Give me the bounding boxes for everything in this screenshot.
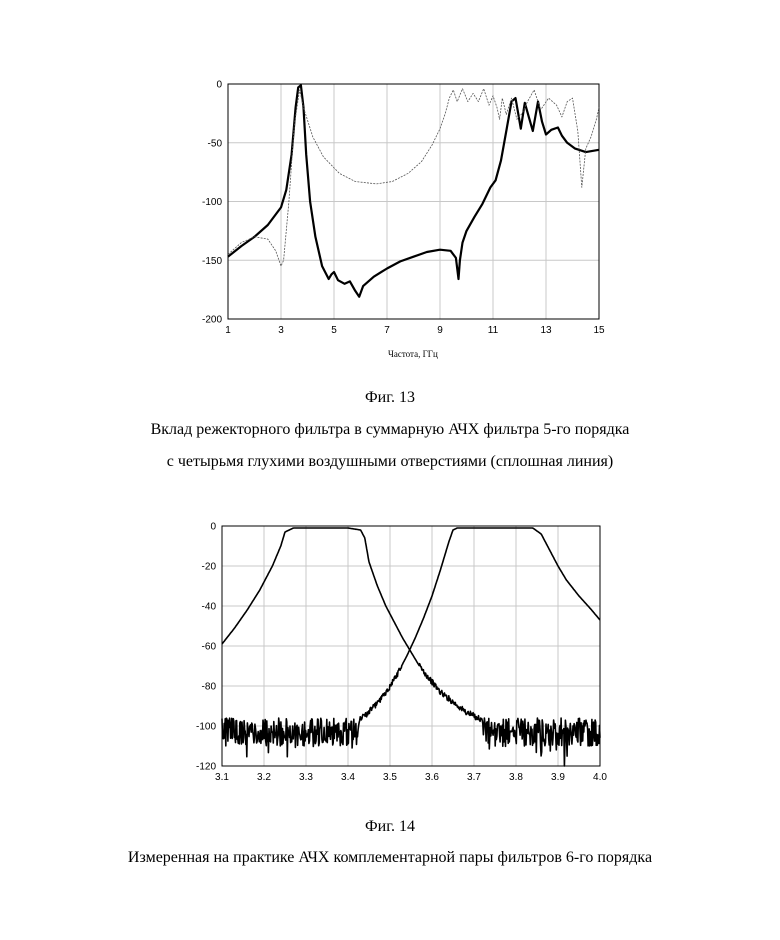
fig13-x-tick-label: 1 <box>225 325 231 336</box>
fig13-y-tick-label: -150 <box>202 256 222 267</box>
fig14-y-tick-label: 0 <box>210 522 216 533</box>
fig14-x-tick-label: 3.2 <box>257 772 271 783</box>
fig13-y-tick-label: -50 <box>208 138 223 149</box>
fig14-x-tick-label: 3.3 <box>299 772 313 783</box>
fig13-y-tick-label: 0 <box>216 80 222 91</box>
fig14-caption: Измеренная на практике АЧХ комплементарн… <box>0 848 780 868</box>
fig13-series <box>228 85 599 297</box>
fig13-x-tick-label: 15 <box>593 325 605 336</box>
fig14-x-tick-label: 3.8 <box>509 772 523 783</box>
fig13-x-tick-label: 7 <box>384 325 390 336</box>
fig14-y-tick-label: -20 <box>202 562 217 573</box>
fig14-y-tick-label: -40 <box>202 602 217 613</box>
fig13-y-ticks: 0 -50 -100 -150 -200 <box>202 80 222 326</box>
fig14-x-tick-label: 3.1 <box>215 772 229 783</box>
fig14-y-tick-label: -100 <box>196 722 216 733</box>
fig13-y-tick-label: -200 <box>202 315 222 326</box>
fig14-x-tick-label: 3.6 <box>425 772 439 783</box>
fig14-x-tick-label: 3.4 <box>341 772 355 783</box>
fig13-caption-line1: Вклад режекторного фильтра в суммарную А… <box>0 420 780 440</box>
fig13-chart: 0-50-100-150-200 13579111315 Частота, ГГ… <box>0 0 780 370</box>
fig14-x-ticks: 3.1 3.2 3.3 3.4 3.5 3.6 3.7 3.8 3.9 4.0 <box>215 772 607 783</box>
fig13-series-line-2 <box>228 89 599 266</box>
fig14-chart: 0 -20 -40 -60 -80 -100 -120 3.1 3.2 3.3 3.4 3.5 3.6… <box>0 500 780 800</box>
fig14-label: Фиг. 14 <box>0 817 780 837</box>
fig14-x-tick-label: 3.5 <box>383 772 397 783</box>
fig14-y-tick-label: -80 <box>202 682 217 693</box>
fig13-caption-line2: с четырьмя глухими воздушными отверстиям… <box>0 452 780 472</box>
fig13-x-ticks: 13579111315 <box>225 325 605 336</box>
fig13-x-axis-label: Частота, ГГц <box>388 349 438 359</box>
fig13-x-tick-label: 11 <box>488 325 499 336</box>
fig14-series <box>222 528 600 766</box>
fig14-x-tick-label: 4.0 <box>593 772 607 783</box>
fig13-x-tick-label: 3 <box>278 325 284 336</box>
fig14-x-tick-label: 3.7 <box>467 772 481 783</box>
fig13-x-tick-label: 13 <box>540 325 552 336</box>
fig13-y-tick-label: -100 <box>202 197 222 208</box>
fig14-x-tick-label: 3.9 <box>551 772 565 783</box>
fig14-y-ticks: 0 -20 -40 -60 -80 -100 -120 <box>196 522 216 773</box>
fig13-series-line-1 <box>228 85 599 297</box>
fig14-y-tick-label: -60 <box>202 642 217 653</box>
fig13-x-tick-label: 9 <box>437 325 443 336</box>
fig13-x-tick-label: 5 <box>331 325 337 336</box>
fig13-label: Фиг. 13 <box>0 388 780 408</box>
fig14-y-tick-label: -120 <box>196 762 216 773</box>
